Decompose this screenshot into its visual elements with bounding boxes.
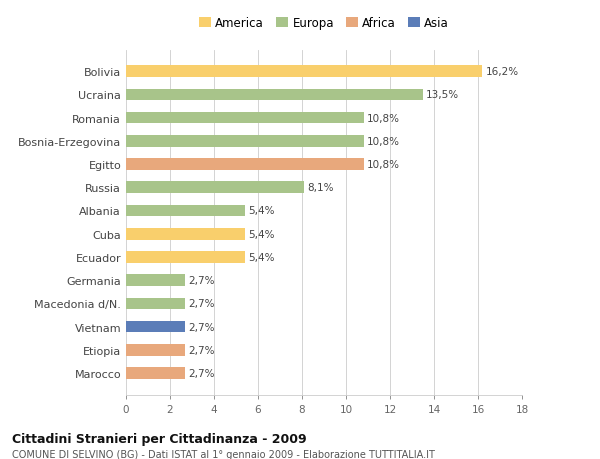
Bar: [126, 368, 185, 379]
Bar: [126, 275, 185, 286]
Legend: America, Europa, Africa, Asia: America, Europa, Africa, Asia: [197, 15, 452, 33]
Text: 2,7%: 2,7%: [188, 368, 215, 378]
Bar: [126, 112, 364, 124]
Text: 10,8%: 10,8%: [367, 113, 400, 123]
Bar: [126, 136, 364, 147]
Text: 8,1%: 8,1%: [308, 183, 334, 193]
Text: 5,4%: 5,4%: [248, 252, 275, 263]
Text: 13,5%: 13,5%: [426, 90, 460, 100]
Bar: [126, 90, 423, 101]
Text: COMUNE DI SELVINO (BG) - Dati ISTAT al 1° gennaio 2009 - Elaborazione TUTTITALIA: COMUNE DI SELVINO (BG) - Dati ISTAT al 1…: [12, 449, 435, 459]
Bar: [126, 205, 245, 217]
Text: Cittadini Stranieri per Cittadinanza - 2009: Cittadini Stranieri per Cittadinanza - 2…: [12, 432, 307, 445]
Bar: [126, 321, 185, 333]
Text: 10,8%: 10,8%: [367, 136, 400, 146]
Bar: [126, 159, 364, 170]
Bar: [126, 252, 245, 263]
Bar: [126, 66, 482, 78]
Text: 2,7%: 2,7%: [188, 275, 215, 285]
Bar: [126, 298, 185, 309]
Text: 5,4%: 5,4%: [248, 229, 275, 239]
Bar: [126, 344, 185, 356]
Bar: [126, 182, 304, 194]
Text: 5,4%: 5,4%: [248, 206, 275, 216]
Text: 2,7%: 2,7%: [188, 322, 215, 332]
Text: 2,7%: 2,7%: [188, 299, 215, 309]
Bar: [126, 229, 245, 240]
Text: 10,8%: 10,8%: [367, 160, 400, 170]
Text: 2,7%: 2,7%: [188, 345, 215, 355]
Text: 16,2%: 16,2%: [485, 67, 519, 77]
